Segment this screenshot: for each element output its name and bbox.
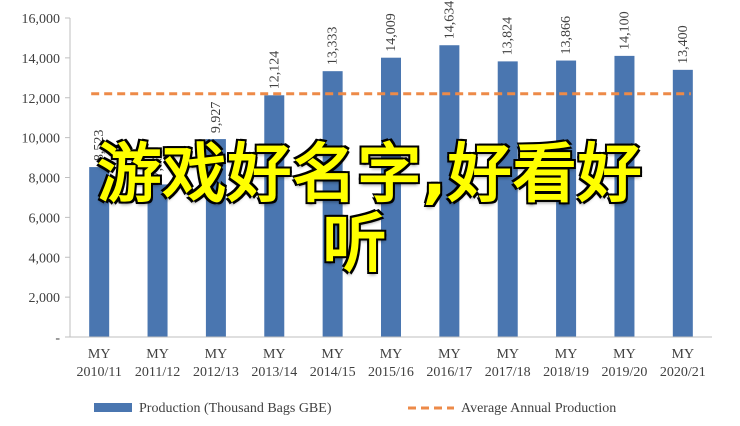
x-tick-label-line: 2014/15 bbox=[310, 365, 356, 380]
bar bbox=[556, 60, 577, 337]
y-tick-label: - bbox=[55, 331, 60, 346]
bar bbox=[614, 55, 635, 337]
x-tick-label: MY 2013/14 bbox=[251, 347, 297, 380]
bar-value-label: 14,009 bbox=[384, 13, 399, 52]
x-tick-label: MY 2014/15 bbox=[310, 347, 356, 380]
bar bbox=[439, 45, 460, 338]
overlay-line-1: 游戏好名字,好看好 bbox=[97, 138, 643, 212]
bar-value-label: 13,400 bbox=[676, 25, 691, 64]
bars: 8,523 7,653 9,927 12,124 13,333 14,009 14,634 1… bbox=[89, 1, 693, 338]
x-tick-label: MY 2016/17 bbox=[426, 347, 472, 380]
x-tick-label-line: 2019/20 bbox=[602, 365, 648, 380]
y-tick-label: 6,000 bbox=[29, 211, 61, 226]
bar bbox=[322, 71, 343, 337]
legend: Production (Thousand Bags GBE) Average An… bbox=[94, 401, 616, 416]
bar-value-label: 13,333 bbox=[326, 27, 341, 66]
bar-value-label: 13,824 bbox=[501, 17, 516, 56]
x-tick-label: MY 2010/11 bbox=[76, 347, 121, 380]
x-tick-label-line: 2010/11 bbox=[76, 365, 121, 380]
x-tick-label-line: MY bbox=[88, 347, 111, 362]
bar bbox=[672, 69, 693, 338]
bar bbox=[89, 167, 110, 337]
bar bbox=[497, 61, 518, 337]
x-tick-label-line: 2020/21 bbox=[660, 365, 706, 380]
legend-label-production: Production (Thousand Bags GBE) bbox=[139, 401, 332, 416]
y-tick-label: 16,000 bbox=[22, 12, 61, 27]
x-tick-label-line: 2012/13 bbox=[193, 365, 239, 380]
y-tick-label: 8,000 bbox=[29, 172, 61, 187]
bar-value-label: 14,634 bbox=[442, 1, 457, 40]
x-tick-label-line: MY bbox=[146, 347, 169, 362]
bar bbox=[147, 184, 168, 337]
x-tick-label-line: MY bbox=[496, 347, 519, 362]
bar bbox=[205, 139, 226, 337]
y-tick-label: 4,000 bbox=[29, 251, 61, 266]
bar-value-label: 12,124 bbox=[267, 51, 282, 90]
x-tick-label: MY 2020/21 bbox=[660, 347, 706, 380]
x-tick-label-line: MY bbox=[613, 347, 636, 362]
bar-value-label: 7,653 bbox=[151, 147, 166, 179]
y-tick-label: 14,000 bbox=[22, 52, 61, 67]
x-tick-label-line: MY bbox=[263, 347, 286, 362]
x-tick-label-line: MY bbox=[380, 347, 403, 362]
x-tick-label-line: 2018/19 bbox=[543, 365, 589, 380]
x-tick-label-line: MY bbox=[438, 347, 461, 362]
bar-value-label: 13,866 bbox=[559, 16, 574, 55]
watermark-overlay: 游戏好名字,好看好 听 bbox=[0, 140, 740, 280]
x-tick-label-line: 2017/18 bbox=[485, 365, 531, 380]
x-tick-label: MY 2019/20 bbox=[602, 347, 648, 380]
y-tick-label: 12,000 bbox=[22, 92, 61, 107]
x-tick-label-line: 2015/16 bbox=[368, 365, 414, 380]
x-axis: MY 2010/11 MY 2011/12 MY 2012/13 MY 2013/14 MY 20… bbox=[70, 336, 712, 380]
x-tick-label-line: MY bbox=[321, 347, 344, 362]
x-tick-label: MY 2017/18 bbox=[485, 347, 531, 380]
x-tick-label: MY 2011/12 bbox=[135, 347, 180, 380]
y-axis: - 2,000 4,000 6,000 8,000 10,000 12,000 14,000 1… bbox=[22, 12, 71, 346]
overlay-line-2: 听 bbox=[322, 208, 388, 282]
bar bbox=[264, 95, 285, 338]
legend-swatch-production bbox=[94, 403, 132, 412]
y-tick-label: 2,000 bbox=[29, 291, 61, 306]
bar-value-label: 14,100 bbox=[617, 11, 632, 50]
x-tick-label: MY 2015/16 bbox=[368, 347, 414, 380]
x-tick-label-line: MY bbox=[672, 347, 695, 362]
bar bbox=[381, 57, 401, 338]
x-tick-label-line: MY bbox=[555, 347, 578, 362]
bar-value-label: 8,523 bbox=[92, 130, 107, 162]
bar-value-label: 9,927 bbox=[209, 102, 224, 134]
legend-label-average: Average Annual Production bbox=[461, 401, 616, 416]
y-tick-label: 10,000 bbox=[22, 132, 61, 147]
x-tick-label: MY 2018/19 bbox=[543, 347, 589, 380]
x-tick-label-line: MY bbox=[205, 347, 228, 362]
x-tick-label: MY 2012/13 bbox=[193, 347, 239, 380]
x-tick-label-line: 2013/14 bbox=[251, 365, 297, 380]
x-tick-label-line: 2011/12 bbox=[135, 365, 180, 380]
x-tick-label-line: 2016/17 bbox=[426, 365, 472, 380]
